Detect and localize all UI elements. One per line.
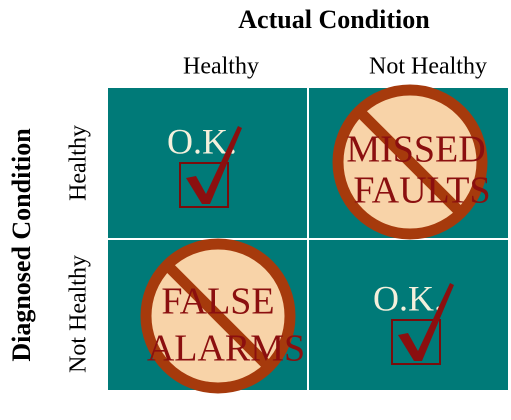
checkmark [398, 283, 454, 361]
checkbox [179, 162, 229, 208]
checkbox [391, 319, 441, 365]
row-header: Healthy [66, 125, 92, 201]
column-header: Not Healthy [369, 54, 487, 80]
row-header: Not Healthy [66, 255, 92, 373]
column-title: Actual Condition [238, 5, 430, 34]
row-title: Diagnosed Condition [7, 128, 36, 362]
cell-text: ALARMS [147, 328, 305, 370]
column-header: Healthy [183, 54, 259, 80]
checkmark [186, 126, 242, 204]
cell-text: FALSE [161, 281, 274, 323]
cell-text: MISSED [346, 129, 485, 171]
prohibit-slash [164, 262, 272, 370]
cell-text: O.K. [373, 278, 443, 318]
prohibit-slash [356, 108, 464, 216]
cell-text: FAULTS [353, 170, 490, 212]
